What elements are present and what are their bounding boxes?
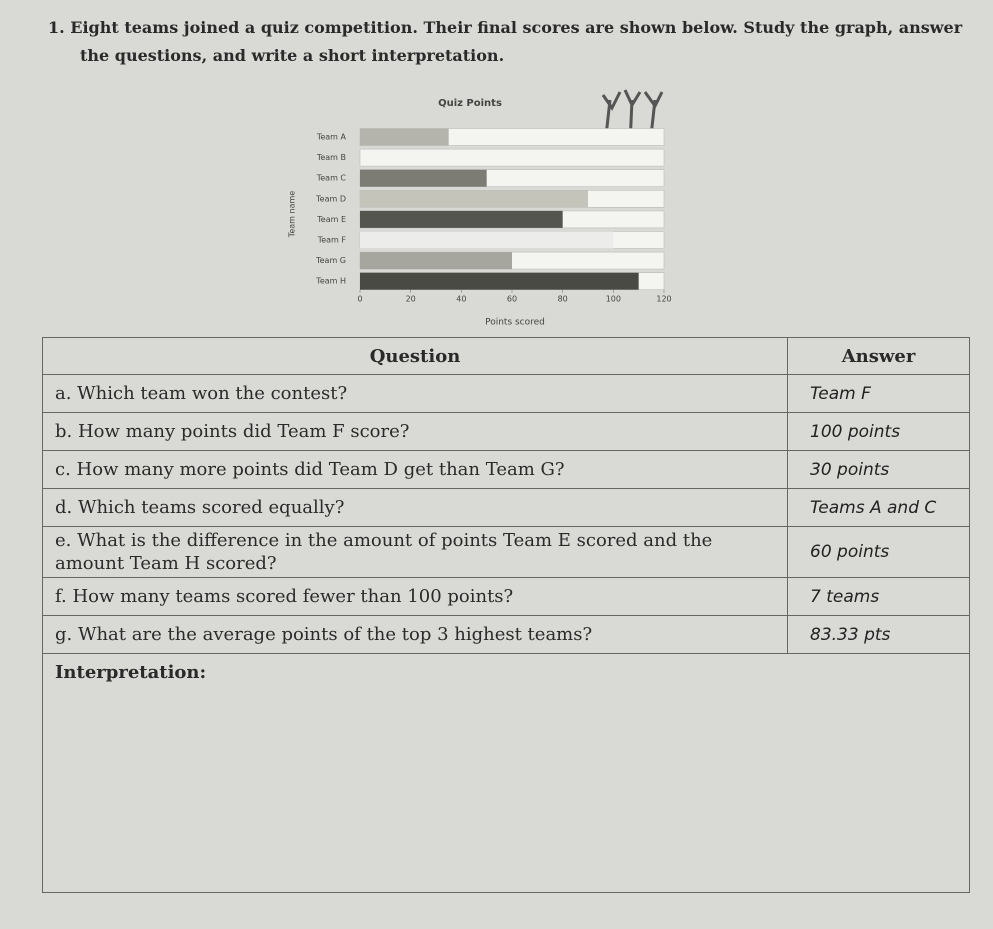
answer: 60 points [787, 526, 970, 578]
header-cell: Answer [787, 337, 970, 375]
y-tick-label: Team C [316, 174, 347, 183]
x-tick-label: 80 [558, 295, 568, 304]
question: d. Which teams scored equally? [42, 488, 788, 527]
figures [601, 89, 664, 146]
question-row: g. What are the average points of the to… [42, 615, 970, 654]
bar [360, 169, 487, 187]
y-tick-label: Team D [315, 194, 346, 203]
y-tick-label: Team H [315, 277, 346, 286]
chart-title: Quiz Points [438, 98, 502, 109]
y-tick-label: Team G [315, 256, 346, 265]
interpretation-label: Interpretation: [42, 653, 970, 893]
bar [360, 190, 588, 208]
answer: 83.33 pts [787, 615, 970, 654]
answer: 7 teams [787, 577, 970, 616]
answer: Team F [787, 374, 970, 413]
bar [360, 128, 449, 146]
y-tick-label: Team F [317, 236, 347, 245]
x-tick-label: 60 [507, 295, 517, 304]
question-table: Question Answer a. Which team won the co… [42, 337, 970, 893]
instruction: 1. Eight teams joined a quiz competition… [48, 18, 963, 65]
question-row: a. Which team won the contest? Team F [42, 374, 970, 413]
x-axis-label: Points scored [485, 318, 545, 328]
answer: 30 points [787, 450, 970, 489]
header-row: Question Answer [42, 337, 970, 375]
chart: Quiz Points Points scored Team name 0 20 4… [288, 89, 672, 328]
y-axis-label: Team name [288, 191, 297, 238]
y-tick-label: Team B [316, 153, 346, 162]
bar [360, 210, 563, 228]
x-tick-label: 120 [656, 295, 671, 304]
x-tick-label: 0 [357, 295, 362, 304]
question-row: e. What is the difference in the amount … [42, 526, 970, 578]
question-row: b. How many points did Team F score? 100 … [42, 412, 970, 451]
x-tick-label: 20 [406, 295, 416, 304]
question: e. What is the difference in the amount … [42, 526, 788, 578]
bar [360, 231, 614, 249]
row-background [359, 148, 665, 167]
question-row: d. Which teams scored equally? Teams A an… [42, 488, 970, 527]
bar [360, 252, 512, 270]
answer: 100 points [787, 412, 970, 451]
question: a. Which team won the contest? [42, 374, 788, 413]
x-tick-label: 40 [456, 295, 466, 304]
interpretation-row: Interpretation: [42, 653, 970, 893]
question: g. What are the average points of the to… [42, 615, 788, 654]
question-row: f. How many teams scored fewer than 100 … [42, 577, 970, 616]
x-tick-label: 100 [606, 295, 621, 304]
question-row: c. How many more points did Team D get t… [42, 450, 970, 489]
question: c. How many more points did Team D get t… [42, 450, 788, 489]
question: f. How many teams scored fewer than 100 … [42, 577, 788, 616]
bar [360, 272, 639, 290]
y-tick-label: Team E [316, 215, 346, 224]
header-cell: Question [42, 337, 788, 375]
answer: Teams A and C [787, 488, 970, 527]
question: b. How many points did Team F score? [42, 412, 788, 451]
y-tick-label: Team A [316, 133, 347, 142]
